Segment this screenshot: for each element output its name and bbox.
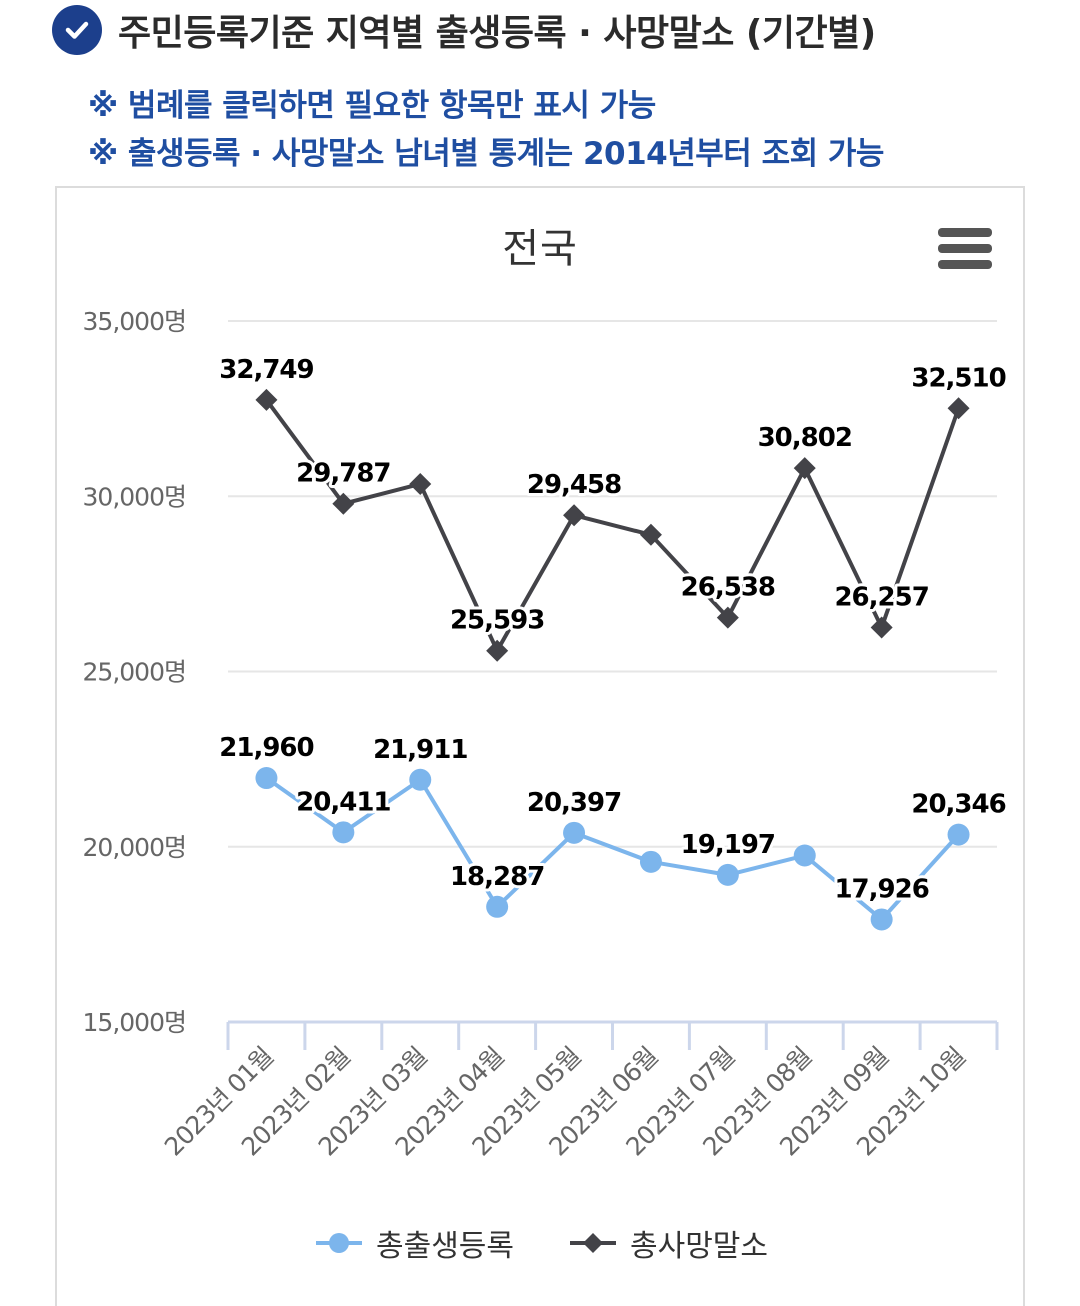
gender-stats-note: ※ 출생등록 · 사망말소 남녀별 통계는 2014년부터 조회 가능 [88, 136, 884, 172]
y-tick-label: 35,000명 [83, 307, 186, 336]
data-point-births[interactable] [716, 863, 739, 886]
y-tick-label: 15,000명 [83, 1008, 186, 1037]
hamburger-menu-icon[interactable] [938, 228, 992, 272]
legend-births-marker-icon [316, 1233, 362, 1253]
data-label-deaths: 32,510 [911, 363, 1005, 393]
data-point-births[interactable] [486, 895, 509, 918]
data-point-births[interactable] [332, 821, 355, 844]
data-label-deaths: 30,802 [758, 423, 852, 453]
data-label-births: 20,346 [911, 790, 1005, 820]
legend-deaths-marker-icon [570, 1233, 616, 1253]
data-point-births[interactable] [639, 850, 662, 873]
legend-item-births[interactable]: 총출생등록 [316, 1218, 514, 1268]
data-point-deaths[interactable] [486, 639, 509, 662]
data-label-deaths: 26,538 [681, 573, 775, 603]
y-tick-label: 25,000명 [83, 658, 186, 687]
data-label-deaths: 26,257 [834, 582, 928, 612]
data-point-deaths[interactable] [716, 606, 739, 629]
series-line-births [265, 776, 961, 922]
chart-title: 전국 [502, 226, 578, 272]
data-point-deaths[interactable] [332, 492, 355, 515]
data-label-births: 18,287 [450, 862, 544, 892]
header: 주민등록기준 지역별 출생등록 · 사망말소 (기간별) [52, 0, 1062, 60]
data-point-deaths[interactable] [255, 388, 278, 411]
data-point-deaths[interactable] [947, 397, 970, 420]
legend-hint-note: ※ 범례를 클릭하면 필요한 항목만 표시 가능 [88, 88, 656, 124]
data-point-births[interactable] [409, 768, 432, 791]
data-label-deaths: 25,593 [450, 606, 544, 636]
data-point-deaths[interactable] [870, 616, 893, 639]
chart-card [55, 186, 1025, 1306]
data-point-births[interactable] [870, 908, 893, 931]
series-line-deaths [264, 398, 961, 653]
legend-label-deaths: 총사망말소 [630, 1229, 768, 1264]
page-title: 주민등록기준 지역별 출생등록 · 사망말소 (기간별) [118, 13, 876, 54]
legend-item-deaths[interactable]: 총사망말소 [570, 1218, 768, 1268]
data-point-deaths[interactable] [409, 472, 432, 495]
data-point-births[interactable] [947, 823, 970, 846]
data-label-births: 20,397 [527, 788, 621, 818]
data-point-births[interactable] [793, 844, 816, 867]
data-label-births: 19,197 [681, 830, 775, 860]
data-label-births: 20,411 [296, 787, 390, 817]
data-label-deaths: 29,787 [296, 459, 390, 489]
chart-legend: 총출생등록 총사망말소 [0, 1218, 1080, 1268]
data-label-births: 17,926 [834, 874, 928, 904]
y-tick-label: 20,000명 [83, 833, 186, 862]
data-label-births: 21,960 [219, 733, 313, 763]
data-label-births: 21,911 [373, 735, 467, 765]
data-point-deaths[interactable] [793, 457, 816, 480]
check-circle-icon [52, 5, 102, 55]
data-point-deaths[interactable] [563, 504, 586, 527]
legend-label-births: 총출생등록 [376, 1229, 514, 1264]
data-label-deaths: 32,749 [219, 355, 313, 385]
data-point-deaths[interactable] [639, 523, 662, 546]
y-tick-label: 30,000명 [83, 482, 186, 511]
data-label-deaths: 29,458 [527, 470, 621, 500]
data-point-births[interactable] [255, 767, 278, 790]
data-point-births[interactable] [563, 821, 586, 844]
